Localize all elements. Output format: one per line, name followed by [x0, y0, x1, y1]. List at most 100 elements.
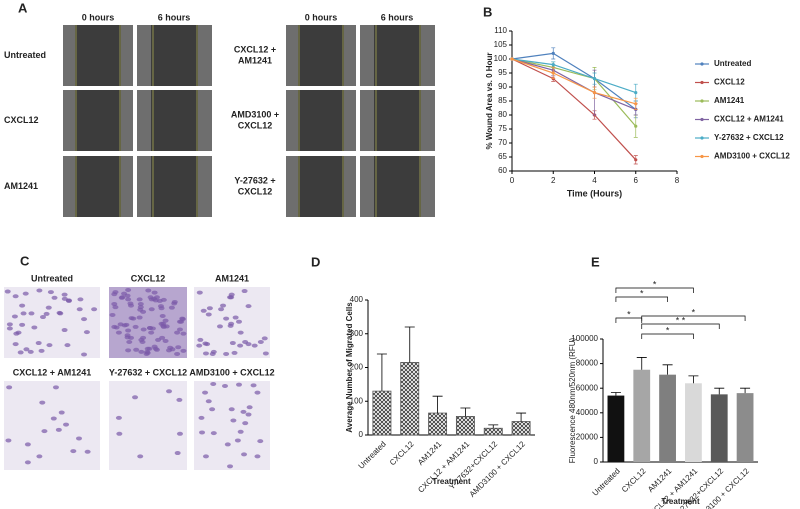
cell-edge	[286, 90, 298, 151]
cell	[6, 322, 13, 327]
point	[634, 102, 638, 106]
legend-label: Untreated	[714, 59, 751, 68]
cell	[162, 318, 169, 323]
cell	[261, 336, 268, 341]
cell	[138, 349, 145, 354]
y-tick-label: 200	[350, 363, 364, 372]
cell	[223, 316, 230, 321]
cell	[146, 346, 153, 351]
cell	[245, 412, 252, 417]
y-tick-label: 100	[350, 396, 364, 405]
y-tick-label: 90	[498, 82, 507, 91]
cell	[242, 421, 249, 426]
cell	[124, 335, 131, 340]
cell	[180, 348, 187, 353]
cell	[174, 330, 181, 335]
cell	[4, 289, 11, 294]
cell	[125, 297, 132, 302]
cell	[227, 323, 234, 328]
panel-label: D	[311, 254, 320, 269]
row-label: Untreated	[4, 50, 46, 60]
cell	[136, 315, 143, 320]
cell	[175, 345, 182, 350]
error-bar	[636, 357, 647, 370]
cell	[56, 310, 63, 315]
cell	[257, 340, 264, 344]
series-line	[511, 58, 636, 110]
x-tick-label: 0	[510, 176, 515, 185]
cell	[111, 302, 118, 307]
cell	[36, 454, 43, 459]
y-axis-label: Fluorescence 480nm/520nm (RFU)	[568, 337, 577, 463]
cell	[174, 351, 181, 356]
cell	[6, 385, 13, 390]
cell-edge	[121, 25, 133, 86]
cell	[77, 297, 84, 302]
significance-bracket	[615, 287, 694, 293]
image-label: AMD3100 + CXCL12	[189, 367, 274, 377]
cell	[45, 305, 52, 310]
cell	[24, 460, 31, 465]
cell	[158, 321, 165, 326]
cell	[222, 383, 228, 388]
point	[634, 158, 638, 162]
cell	[157, 304, 164, 309]
x-tick-label: Untreated	[357, 440, 388, 471]
cell	[180, 331, 187, 336]
point	[551, 51, 555, 56]
cell	[65, 298, 72, 303]
cell	[262, 351, 269, 356]
x-tick-label: Untreated	[591, 467, 622, 498]
cell	[63, 422, 70, 427]
bar	[372, 390, 392, 436]
cell	[202, 351, 209, 356]
column-header: 0 hours	[82, 12, 115, 22]
cell	[61, 328, 68, 333]
bar	[455, 416, 475, 436]
error-bar	[740, 387, 751, 394]
cell-edge	[121, 156, 133, 217]
panel-c: Untreated CXCL12 AM1241 CXCL12 + AM1241 Y-27…	[4, 273, 275, 470]
cell-edge	[198, 156, 212, 217]
significance-bracket	[641, 333, 694, 339]
legend-label: AMD3100 + CXCL12	[714, 152, 790, 161]
bar	[736, 393, 754, 462]
point	[510, 57, 514, 61]
cell	[162, 338, 169, 343]
series-line	[511, 58, 637, 127]
cell	[159, 314, 166, 318]
panel-label: E	[591, 254, 600, 269]
cell-edge	[360, 156, 374, 217]
cell	[31, 325, 38, 330]
x-tick-label: CXCL12	[388, 439, 416, 467]
cell	[202, 454, 209, 459]
row-label: AM1241	[4, 181, 38, 191]
cell	[117, 322, 124, 327]
cell	[119, 295, 126, 300]
point	[592, 91, 597, 95]
cell	[50, 416, 57, 421]
y-tick-label: 110	[494, 26, 507, 35]
cell-edge	[421, 90, 435, 151]
cell-edge	[421, 25, 435, 86]
cell	[240, 409, 247, 414]
cell-edge	[421, 156, 435, 217]
cell	[236, 319, 242, 324]
cell	[209, 351, 216, 356]
cell	[136, 297, 143, 302]
cell	[5, 438, 12, 443]
cell	[19, 303, 26, 308]
significance-label: *	[666, 325, 670, 335]
row-label: AMD3100 + CXCL12	[231, 110, 279, 131]
cell	[224, 442, 231, 447]
cell	[52, 385, 59, 390]
cell	[83, 330, 90, 335]
cell	[230, 418, 237, 423]
column-header: 6 hours	[381, 12, 414, 22]
cell	[152, 346, 159, 351]
error-bar	[516, 412, 527, 422]
cell	[144, 349, 151, 354]
cell	[140, 309, 147, 314]
y-tick-label: 60000	[576, 383, 599, 392]
error-bar	[662, 364, 673, 375]
